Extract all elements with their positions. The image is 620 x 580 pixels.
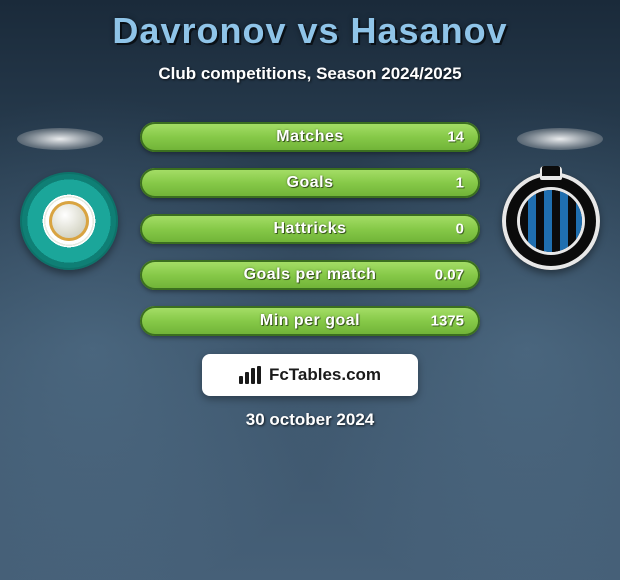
watermark-badge: FcTables.com <box>202 354 418 396</box>
infographic-container: Davronov vs Hasanov Club competitions, S… <box>0 0 620 580</box>
stat-value: 1 <box>456 175 464 192</box>
bar-chart-icon <box>239 366 263 384</box>
watermark-text: FcTables.com <box>269 365 381 385</box>
stat-label: Goals per match <box>244 266 377 284</box>
page-title: Davronov vs Hasanov <box>0 0 620 52</box>
stat-value: 14 <box>447 129 464 146</box>
right-badge-shadow <box>517 128 603 150</box>
stat-label: Goals <box>287 174 334 192</box>
stat-row-goals-per-match: Goals per match 0.07 <box>140 260 480 290</box>
stat-label: Min per goal <box>260 312 360 330</box>
left-badge-shadow <box>17 128 103 150</box>
date-label: 30 october 2024 <box>0 410 620 430</box>
stat-row-hattricks: Hattricks 0 <box>140 214 480 244</box>
stat-row-min-per-goal: Min per goal 1375 <box>140 306 480 336</box>
stats-panel: Matches 14 Goals 1 Hattricks 0 Goals per… <box>140 122 480 352</box>
stat-value: 0 <box>456 221 464 238</box>
stat-label: Matches <box>276 128 344 146</box>
subtitle: Club competitions, Season 2024/2025 <box>0 64 620 84</box>
left-club-badge-icon <box>20 172 118 270</box>
stat-value: 1375 <box>431 313 464 330</box>
stat-row-matches: Matches 14 <box>140 122 480 152</box>
stat-value: 0.07 <box>435 267 464 284</box>
stat-row-goals: Goals 1 <box>140 168 480 198</box>
stat-label: Hattricks <box>274 220 347 238</box>
right-club-badge-icon <box>502 172 600 270</box>
